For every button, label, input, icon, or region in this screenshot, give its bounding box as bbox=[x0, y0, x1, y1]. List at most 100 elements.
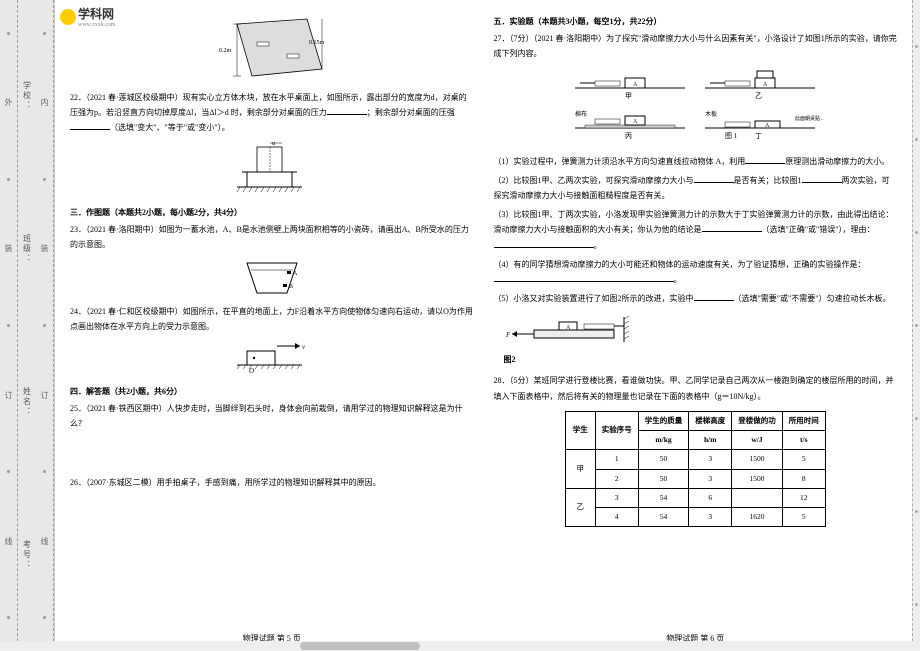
td bbox=[732, 488, 783, 507]
td: 3 bbox=[689, 450, 732, 469]
q-num: 26． bbox=[70, 478, 86, 487]
td: 乙 bbox=[565, 488, 595, 527]
td: 1500 bbox=[732, 450, 783, 469]
svg-text:A: A bbox=[763, 82, 768, 88]
q27-figure2: A F 图2 bbox=[504, 312, 634, 367]
th: 实验序号 bbox=[595, 411, 638, 450]
lbl-bing: 丙 bbox=[625, 132, 632, 140]
binding-char: 线 bbox=[39, 537, 50, 553]
binding-char: 外 bbox=[3, 98, 14, 114]
td: 3 bbox=[689, 508, 732, 527]
binding-outer-strip: 外 装 订 线 bbox=[0, 0, 18, 651]
lbl-yi: 乙 bbox=[755, 92, 762, 100]
t: （选填"正确"或"错误"），理由： bbox=[762, 225, 875, 234]
t: （4）有的同学猜想滑动摩擦力的大小可能还和物体的运动速度有关，为了验证猜想，正确… bbox=[494, 260, 866, 269]
blank bbox=[694, 173, 734, 183]
td: 1 bbox=[595, 450, 638, 469]
section-4-head: 四．解答题（共2小题，共6分） bbox=[70, 384, 474, 399]
blank bbox=[745, 154, 785, 164]
blank bbox=[494, 272, 674, 282]
svg-text:A: A bbox=[633, 119, 638, 125]
q-num: 25． bbox=[70, 404, 86, 413]
q23-text: 23．（2021 春·洛阳期中）如图为一蓄水池，A、B是水池侧壁上两块面积相等的… bbox=[70, 222, 474, 252]
fig2-label: 图2 bbox=[504, 352, 634, 367]
blank bbox=[70, 120, 110, 130]
lbl-jia: 甲 bbox=[625, 92, 632, 100]
blank bbox=[694, 291, 734, 301]
field-id: 考号： bbox=[22, 540, 33, 570]
q-src: （2021 春·仁和区校级期中） bbox=[86, 307, 183, 316]
q27-2: （2）比较图1甲、乙两次实验，可探究滑动摩擦力大小与是否有关；比较图1两次实验，… bbox=[494, 173, 898, 203]
q-src: （2007·东城区二模） bbox=[86, 478, 157, 487]
q-num: 28． bbox=[494, 376, 510, 385]
t: （5）小洛又对实验装置进行了如图2所示的改进，实验中 bbox=[494, 294, 694, 303]
th: 所用时间 bbox=[782, 411, 825, 430]
t: 是否有关；比较图1 bbox=[734, 176, 802, 185]
scroll-thumb[interactable] bbox=[300, 642, 420, 650]
section-3-head: 三．作图题（本题共2小题，每小题2分，共4分） bbox=[70, 205, 474, 220]
dim-label: 0.2m bbox=[219, 48, 232, 54]
binding-char: 内 bbox=[39, 98, 50, 114]
table-row: 甲 1 50 3 1500 5 bbox=[565, 450, 825, 469]
q27-3: （3）比较图1甲、丁两次实验，小洛发现甲实验弹簧测力计的示数大于丁实验弹簧测力计… bbox=[494, 207, 898, 253]
logo-url: www.zxxk.com bbox=[78, 22, 116, 28]
td: 50 bbox=[638, 450, 689, 469]
td: 甲 bbox=[565, 450, 595, 489]
q-pts: （7分） bbox=[510, 34, 534, 43]
section-5-head: 五．实验题（本题共3小题，每空1分，共22分） bbox=[494, 14, 898, 29]
left-column: 0.2m 0.15m 22．（2021 春·莲城区校级期中）现有实心立方体木块，… bbox=[70, 10, 474, 646]
td: 54 bbox=[638, 488, 689, 507]
q-body: ；剩余部分对桌面的压强 bbox=[367, 108, 455, 117]
q28-text: 28．（5分）某班同学进行登楼比赛，看谁做功快。甲、乙同学记录自己两次从一楼跑到… bbox=[494, 373, 898, 403]
dim-label: 0.15m bbox=[309, 40, 325, 46]
binding-char: 装 bbox=[3, 244, 14, 260]
th: 学生的质量 bbox=[638, 411, 689, 430]
q22-text: 22．（2021 春·莲城区校级期中）现有实心立方体木块，放在水平桌面上，如图所… bbox=[70, 90, 474, 136]
svg-text:A: A bbox=[566, 325, 571, 331]
t: （2）比较图1甲、乙两次实验，可探究滑动摩擦力大小与 bbox=[494, 176, 694, 185]
blank bbox=[702, 222, 762, 232]
logo-icon bbox=[60, 9, 76, 25]
svg-text:此面朝桌贴←A: 此面朝桌贴←A bbox=[795, 115, 825, 122]
th: m/kg bbox=[638, 431, 689, 450]
lbl-tu1: 图 1 bbox=[725, 132, 738, 140]
td: 12 bbox=[782, 488, 825, 507]
lbl-mu: 木板 bbox=[705, 110, 717, 118]
q27-5: （5）小洛又对实验装置进行了如图2所示的改进，实验中（选填"需要"或"不需要"）… bbox=[494, 291, 898, 306]
horizontal-scrollbar[interactable] bbox=[0, 641, 920, 651]
lbl-ding: 丁 bbox=[755, 132, 762, 140]
q27-intro: 27．（7分）（2021 春·洛阳期中）为了探究"滑动摩擦力大小与什么因素有关"… bbox=[494, 31, 898, 61]
q-body: 用手拍桌子，手感到痛，用所学过的物理知识解释其中的原因。 bbox=[157, 478, 381, 487]
binding-char: 线 bbox=[3, 537, 14, 553]
field-school: 学校： bbox=[22, 81, 33, 111]
table-row: 乙 3 54 6 12 bbox=[565, 488, 825, 507]
td: 50 bbox=[638, 469, 689, 488]
binding-inner-strip: 内 装 订 线 bbox=[36, 0, 54, 651]
t: 。 bbox=[594, 241, 602, 250]
binding-margin: 外 装 订 线 学校： 班级： 姓名： 考号： 内 装 订 线 bbox=[0, 0, 55, 651]
q27-4: （4）有的同学猜想滑动摩擦力的大小可能还和物体的运动速度有关，为了验证猜想，正确… bbox=[494, 257, 898, 287]
td: 2 bbox=[595, 469, 638, 488]
th: h/m bbox=[689, 431, 732, 450]
blank bbox=[494, 238, 594, 248]
td: 5 bbox=[782, 508, 825, 527]
blank bbox=[327, 105, 367, 115]
q21-figure: 0.2m 0.15m bbox=[217, 14, 327, 84]
q-body: （选填"变大"、"等于"或"变小"）。 bbox=[110, 123, 230, 132]
binding-char: 装 bbox=[39, 244, 50, 260]
q-num: 22． bbox=[70, 93, 86, 102]
td: 3 bbox=[595, 488, 638, 507]
student-info-col: 学校： 班级： 姓名： 考号： bbox=[18, 0, 36, 651]
q-src: （2021 春·洛阳期中） bbox=[86, 225, 159, 234]
binding-char: 订 bbox=[3, 391, 14, 407]
td: 5 bbox=[782, 450, 825, 469]
field-name: 姓名： bbox=[22, 387, 33, 417]
td: 3 bbox=[689, 469, 732, 488]
pt-b: B bbox=[289, 284, 293, 290]
vec-v: v bbox=[302, 343, 306, 351]
th: t/s bbox=[782, 431, 825, 450]
q26-text: 26．（2007·东城区二模）用手拍桌子，手感到痛，用所学过的物理知识解释其中的… bbox=[70, 475, 474, 490]
q-num: 24． bbox=[70, 307, 86, 316]
field-class: 班级： bbox=[22, 234, 33, 264]
svg-text:A: A bbox=[633, 82, 638, 88]
